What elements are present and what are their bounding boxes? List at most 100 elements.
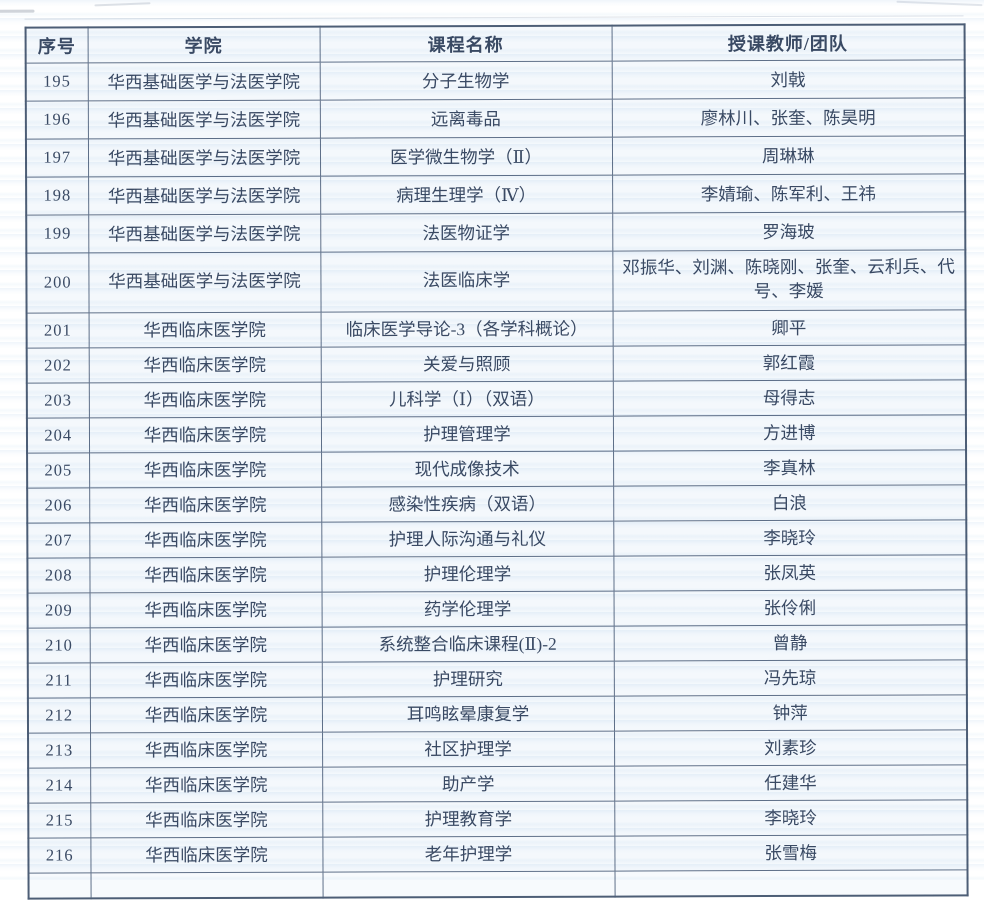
college-cell: 华西临床医学院 bbox=[88, 311, 321, 348]
course-cell: 社区护理学 bbox=[322, 730, 615, 767]
row-number-cell: 203 bbox=[26, 382, 89, 418]
course-cell: 远离毒品 bbox=[319, 98, 612, 138]
row-number-cell: 215 bbox=[28, 802, 91, 838]
course-cell: 分子生物学 bbox=[319, 60, 612, 100]
college-cell bbox=[90, 871, 323, 899]
course-cell: 护理研究 bbox=[321, 660, 614, 697]
table-row: 211 华西临床医学院 护理研究 冯先琼 bbox=[27, 659, 967, 698]
college-cell: 华西临床医学院 bbox=[89, 451, 322, 488]
teachers-cell: 张雪梅 bbox=[614, 834, 968, 871]
course-cell: 病理生理学（Ⅳ） bbox=[320, 174, 613, 214]
teachers-cell: 周琳琳 bbox=[611, 135, 966, 175]
college-cell: 华西临床医学院 bbox=[89, 591, 322, 628]
course-cell: 感染性疾病（双语） bbox=[321, 485, 614, 522]
table-row: 204 华西临床医学院 护理管理学 方进博 bbox=[26, 414, 967, 453]
teachers-cell: 刘戟 bbox=[611, 59, 965, 99]
table-row: 215 华西临床医学院 护理教育学 李晓玲 bbox=[28, 799, 968, 838]
header-row: 序号 学院 课程名称 授课教师/团队 bbox=[25, 24, 965, 63]
table-row: 216 华西临床医学院 老年护理学 张雪梅 bbox=[28, 834, 968, 873]
header-course: 课程名称 bbox=[319, 25, 612, 62]
row-number-cell: 211 bbox=[27, 662, 90, 698]
table-row: 203 华西临床医学院 儿科学（Ⅰ）（双语） 母得志 bbox=[26, 379, 966, 418]
teachers-cell: 罗海玻 bbox=[612, 211, 966, 251]
header-no: 序号 bbox=[25, 27, 88, 63]
table-row: 198 华西基础医学与法医学院 病理生理学（Ⅳ） 李婧瑜、陈军利、王祎 bbox=[26, 173, 966, 215]
scan-smudge bbox=[896, 0, 983, 7]
college-cell: 华西临床医学院 bbox=[89, 661, 322, 698]
teachers-cell: 郭红霞 bbox=[612, 344, 966, 381]
college-cell: 华西临床医学院 bbox=[88, 416, 322, 453]
row-number-cell: 205 bbox=[27, 452, 90, 488]
college-cell: 华西临床医学院 bbox=[90, 731, 323, 768]
teachers-cell: 李晓玲 bbox=[613, 519, 967, 556]
scan-smudge bbox=[0, 9, 35, 13]
header-college: 学院 bbox=[87, 26, 320, 63]
table-row: 205 华西临床医学院 现代成像技术 李真林 bbox=[27, 449, 967, 488]
teachers-cell: 曾静 bbox=[613, 624, 967, 661]
college-cell: 华西临床医学院 bbox=[89, 556, 322, 593]
course-cell: 助产学 bbox=[322, 765, 615, 802]
table-row: 207 华西临床医学院 护理人际沟通与礼仪 李晓玲 bbox=[27, 519, 967, 558]
teachers-cell: 白浪 bbox=[613, 484, 967, 521]
table-row: 196 华西基础医学与法医学院 远离毒品 廖林川、张奎、陈昊明 bbox=[25, 97, 965, 139]
table-row: 213 华西临床医学院 社区护理学 刘素珍 bbox=[28, 729, 968, 768]
table-row bbox=[28, 869, 968, 899]
course-cell: 现代成像技术 bbox=[321, 450, 614, 487]
course-cell: 耳鸣眩晕康复学 bbox=[321, 695, 615, 732]
teachers-cell: 李晓玲 bbox=[614, 799, 968, 836]
course-cell: 老年护理学 bbox=[322, 835, 615, 872]
teachers-cell: 任建华 bbox=[614, 764, 968, 801]
course-cell: 药学伦理学 bbox=[321, 590, 614, 627]
teachers-cell: 冯先琼 bbox=[613, 659, 967, 696]
course-cell: 儿科学（Ⅰ）（双语） bbox=[320, 380, 613, 417]
teachers-cell: 邓振华、刘渊、陈晓刚、张奎、云利兵、代号、李媛 bbox=[612, 249, 966, 311]
course-table: 序号 学院 课程名称 授课教师/团队 195 华西基础医学与法医学院 分子生物学… bbox=[24, 23, 969, 900]
course-cell: 护理管理学 bbox=[320, 415, 614, 452]
teachers-cell: 方进博 bbox=[612, 414, 967, 451]
row-number-cell: 206 bbox=[27, 487, 90, 523]
college-cell: 华西基础医学与法医学院 bbox=[87, 137, 321, 177]
row-number-cell: 212 bbox=[27, 697, 91, 733]
course-cell: 关爱与照顾 bbox=[320, 345, 613, 382]
row-number-cell: 198 bbox=[26, 176, 89, 215]
table-row: 212 华西临床医学院 耳鸣眩晕康复学 钟萍 bbox=[27, 694, 968, 733]
row-number-cell: 199 bbox=[26, 214, 89, 253]
course-cell: 系统整合临床课程(Ⅱ)-2 bbox=[321, 625, 614, 662]
row-number-cell: 202 bbox=[26, 347, 89, 383]
teachers-cell bbox=[614, 869, 968, 897]
teachers-cell: 钟萍 bbox=[613, 694, 968, 731]
teachers-cell: 张伶俐 bbox=[613, 589, 967, 626]
college-cell: 华西临床医学院 bbox=[89, 626, 322, 663]
college-cell: 华西临床医学院 bbox=[89, 521, 322, 558]
college-cell: 华西临床医学院 bbox=[88, 381, 321, 418]
header-teachers: 授课教师/团队 bbox=[611, 24, 965, 61]
college-cell: 华西基础医学与法医学院 bbox=[88, 213, 321, 253]
course-cell: 法医物证学 bbox=[320, 212, 613, 252]
college-cell: 华西临床医学院 bbox=[90, 836, 323, 873]
row-number-cell: 207 bbox=[27, 522, 90, 558]
college-cell: 华西基础医学与法医学院 bbox=[88, 251, 321, 313]
row-number-cell: 200 bbox=[26, 252, 89, 313]
table-row: 197 华西基础医学与法医学院 医学微生物学（Ⅱ） 周琳琳 bbox=[25, 135, 966, 177]
teachers-cell: 李真林 bbox=[613, 449, 967, 486]
row-number-cell: 213 bbox=[28, 732, 91, 768]
teachers-cell: 刘素珍 bbox=[614, 729, 968, 766]
row-number-cell: 196 bbox=[25, 100, 88, 139]
table-row: 200 华西基础医学与法医学院 法医临床学 邓振华、刘渊、陈晓刚、张奎、云利兵、… bbox=[26, 249, 966, 313]
row-number-cell: 195 bbox=[25, 62, 88, 101]
table-row: 201 华西临床医学院 临床医学导论-3（各学科概论） 卿平 bbox=[26, 309, 966, 348]
row-number-cell: 197 bbox=[25, 138, 89, 177]
course-cell: 护理教育学 bbox=[322, 800, 615, 837]
table-row: 210 华西临床医学院 系统整合临床课程(Ⅱ)-2 曾静 bbox=[27, 624, 967, 663]
college-cell: 华西临床医学院 bbox=[90, 801, 323, 838]
course-cell: 护理人际沟通与礼仪 bbox=[321, 520, 614, 557]
row-number-cell: 216 bbox=[28, 837, 91, 873]
scan-ghost-line bbox=[24, 15, 964, 20]
course-cell: 医学微生物学（Ⅱ） bbox=[319, 136, 613, 176]
row-number-cell: 201 bbox=[26, 312, 89, 348]
teachers-cell: 卿平 bbox=[612, 309, 966, 346]
row-number-cell: 214 bbox=[28, 767, 91, 803]
college-cell: 华西临床医学院 bbox=[88, 346, 321, 383]
table-row: 202 华西临床医学院 关爱与照顾 郭红霞 bbox=[26, 344, 966, 383]
